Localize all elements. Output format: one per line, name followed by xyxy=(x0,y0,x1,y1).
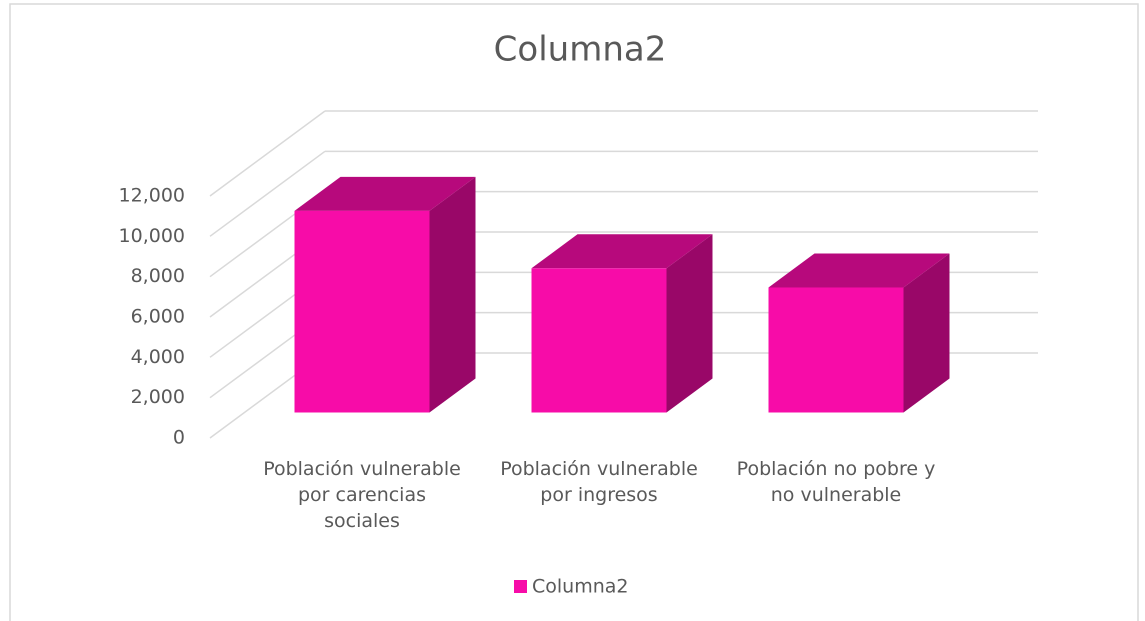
legend-swatch xyxy=(514,580,527,593)
bar-side xyxy=(666,234,713,413)
bar-top xyxy=(294,176,476,211)
y-tick-label: 10,000 xyxy=(119,225,185,247)
y-tick-label: 2,000 xyxy=(131,386,185,408)
bar-top xyxy=(531,234,713,269)
y-tick-label: 12,000 xyxy=(119,185,185,207)
bar-side xyxy=(903,253,950,413)
x-tick-label: Población vulnerable por ingresos xyxy=(500,458,698,506)
y-tick-label: 0 xyxy=(173,427,185,449)
grid-line xyxy=(209,110,326,197)
grid-line xyxy=(209,150,326,237)
y-tick-label: 6,000 xyxy=(131,306,185,328)
chart-title: Columna2 xyxy=(494,30,667,70)
x-tick-label: Población no pobre y no vulnerable xyxy=(736,458,936,506)
bar xyxy=(294,210,430,413)
bar-side xyxy=(429,176,476,413)
bar xyxy=(531,268,667,413)
y-tick-label: 4,000 xyxy=(131,346,185,368)
x-tick-label: Población vulnerable por carencias socia… xyxy=(263,458,461,532)
bar-top xyxy=(768,253,950,288)
bar xyxy=(768,287,904,413)
y-tick-label: 8,000 xyxy=(131,265,185,287)
legend-label: Columna2 xyxy=(532,576,629,598)
